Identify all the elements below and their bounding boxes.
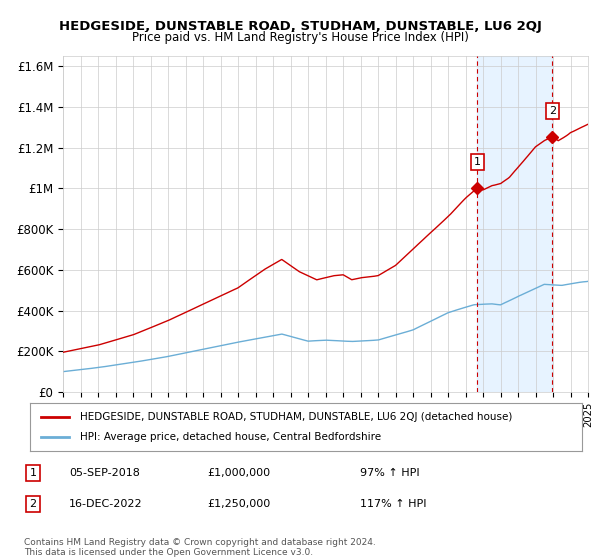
- Text: 05-SEP-2018: 05-SEP-2018: [69, 468, 140, 478]
- Text: 97% ↑ HPI: 97% ↑ HPI: [360, 468, 419, 478]
- Text: Contains HM Land Registry data © Crown copyright and database right 2024.
This d: Contains HM Land Registry data © Crown c…: [24, 538, 376, 557]
- Text: £1,250,000: £1,250,000: [207, 499, 270, 509]
- Text: £1,000,000: £1,000,000: [207, 468, 270, 478]
- Text: 1: 1: [474, 157, 481, 167]
- Text: 2: 2: [549, 106, 556, 116]
- Text: 117% ↑ HPI: 117% ↑ HPI: [360, 499, 427, 509]
- Text: 16-DEC-2022: 16-DEC-2022: [69, 499, 143, 509]
- Text: 2: 2: [29, 499, 37, 509]
- Text: Price paid vs. HM Land Registry's House Price Index (HPI): Price paid vs. HM Land Registry's House …: [131, 31, 469, 44]
- Text: 1: 1: [29, 468, 37, 478]
- Text: HEDGESIDE, DUNSTABLE ROAD, STUDHAM, DUNSTABLE, LU6 2QJ: HEDGESIDE, DUNSTABLE ROAD, STUDHAM, DUNS…: [59, 20, 541, 32]
- Text: HPI: Average price, detached house, Central Bedfordshire: HPI: Average price, detached house, Cent…: [80, 432, 381, 442]
- Text: HEDGESIDE, DUNSTABLE ROAD, STUDHAM, DUNSTABLE, LU6 2QJ (detached house): HEDGESIDE, DUNSTABLE ROAD, STUDHAM, DUNS…: [80, 412, 512, 422]
- Bar: [477, 56, 552, 392]
